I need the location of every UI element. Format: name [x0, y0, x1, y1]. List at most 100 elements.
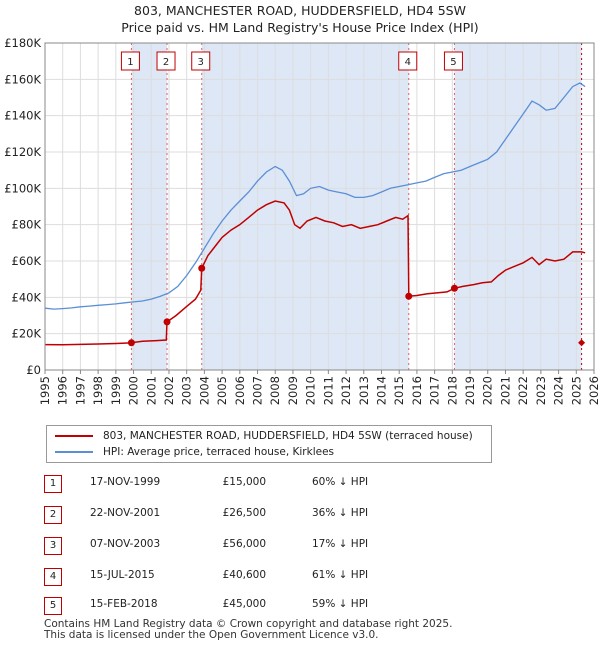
x-tick-label: 2011 [321, 376, 335, 405]
sale-price: £26,500 [222, 507, 266, 519]
sale-date: 15-JUL-2015 [90, 569, 155, 581]
shaded-range [131, 43, 168, 370]
sale-label: 5 [450, 57, 456, 68]
shaded-range [201, 43, 409, 370]
sale-badge: 4 [44, 568, 62, 586]
sale-hpi-diff: 36% ↓ HPI [312, 507, 369, 519]
x-tick-label: 2014 [374, 376, 388, 405]
sale-price: £40,600 [222, 569, 266, 581]
chart-title: 803, MANCHESTER ROAD, HUDDERSFIELD, HD4 … [0, 2, 600, 36]
sale-price: £56,000 [222, 538, 266, 550]
y-tick-label: £140K [4, 109, 41, 123]
sale-hpi-diff: 59% ↓ HPI [312, 598, 369, 610]
sale-label-box [191, 51, 211, 71]
x-tick-label: 2019 [463, 376, 477, 405]
y-tick-label: £180K [4, 36, 41, 50]
y-tick-label: £20K [12, 327, 42, 341]
x-tick-label: 2025 [569, 376, 583, 405]
table-row: 3 07-NOV-2003 £56,000 17% ↓ HPI [44, 537, 444, 555]
sale-date: 22-NOV-2001 [90, 507, 161, 519]
latest-marker-point [578, 339, 586, 347]
legend-label-hpi: HPI: Average price, terraced house, Kirk… [103, 446, 335, 458]
sale-date: 07-NOV-2003 [90, 538, 161, 550]
sale-point [450, 284, 458, 292]
x-tick-label: 2005 [215, 376, 229, 405]
x-tick-label: 2006 [233, 376, 247, 405]
x-tick-label: 1996 [56, 376, 70, 405]
footer-line2: This data is licensed under the Open Gov… [44, 629, 379, 641]
legend-label-property: 803, MANCHESTER ROAD, HUDDERSFIELD, HD4 … [103, 430, 473, 442]
sale-point [127, 339, 135, 347]
x-tick-label: 2001 [144, 376, 158, 405]
chart-title-line2: Price paid vs. HM Land Registry's House … [121, 20, 479, 35]
sale-hpi-diff: 60% ↓ HPI [312, 476, 369, 488]
sale-label-box [398, 51, 418, 71]
sale-date: 17-NOV-1999 [90, 476, 161, 488]
x-tick-label: 2009 [286, 376, 300, 405]
sale-label: 2 [163, 57, 169, 68]
x-tick-label: 2026 [587, 376, 600, 405]
table-row: 1 17-NOV-1999 £15,000 60% ↓ HPI [44, 475, 444, 493]
shaded-range [454, 43, 582, 370]
y-tick-label: £0 [26, 363, 41, 377]
footer-line1: Contains HM Land Registry data © Crown c… [44, 618, 453, 630]
x-tick-label: 2022 [516, 376, 530, 405]
legend: 803, MANCHESTER ROAD, HUDDERSFIELD, HD4 … [46, 425, 492, 463]
sale-hpi-diff: 17% ↓ HPI [312, 538, 369, 550]
footer: Contains HM Land Registry data © Crown c… [44, 619, 452, 641]
x-tick-label: 2010 [304, 376, 318, 405]
sale-badge: 5 [44, 597, 62, 615]
x-tick-label: 2004 [197, 376, 211, 405]
sale-label: 3 [198, 57, 204, 68]
x-tick-label: 2007 [251, 376, 265, 405]
legend-swatch-hpi [55, 451, 93, 453]
x-tick-label: 2018 [445, 376, 459, 405]
x-tick-label: 2003 [180, 376, 194, 405]
y-tick-label: £100K [4, 181, 41, 195]
x-tick-label: 1999 [109, 376, 123, 405]
chart-title-line1: 803, MANCHESTER ROAD, HUDDERSFIELD, HD4 … [134, 3, 466, 18]
y-tick-label: £40K [12, 290, 42, 304]
sale-badge: 1 [44, 475, 62, 493]
x-tick-label: 2008 [268, 376, 282, 405]
sale-badge: 3 [44, 537, 62, 555]
x-tick-label: 2023 [534, 376, 548, 405]
x-tick-label: 2021 [498, 376, 512, 405]
x-tick-label: 2024 [552, 376, 566, 405]
sale-point [163, 318, 171, 326]
x-tick-label: 2017 [428, 376, 442, 405]
x-tick-label: 1998 [91, 376, 105, 405]
y-tick-label: £120K [4, 145, 41, 159]
sale-price: £15,000 [222, 476, 266, 488]
sale-label-box [120, 51, 140, 71]
y-tick-label: £160K [4, 72, 41, 86]
sale-label: 1 [127, 57, 133, 68]
x-tick-label: 2002 [162, 376, 176, 405]
sale-label-box [443, 51, 463, 71]
sale-label: 4 [405, 57, 411, 68]
sale-badge: 2 [44, 506, 62, 524]
x-tick-label: 2012 [339, 376, 353, 405]
x-tick-label: 2020 [481, 376, 495, 405]
x-tick-label: 2016 [410, 376, 424, 405]
x-tick-label: 1997 [73, 376, 87, 405]
y-tick-label: £80K [12, 218, 42, 232]
x-tick-label: 2000 [127, 376, 141, 405]
sale-price: £45,000 [222, 598, 266, 610]
sale-point [405, 292, 413, 300]
plot-frame [44, 42, 595, 371]
sale-date: 15-FEB-2018 [90, 598, 158, 610]
series-line-property [44, 200, 586, 346]
table-row: 4 15-JUL-2015 £40,600 61% ↓ HPI [44, 568, 444, 586]
sale-hpi-diff: 61% ↓ HPI [312, 569, 369, 581]
series-line-hpi [44, 82, 586, 310]
sale-label-box [156, 51, 176, 71]
price-chart: 1 2 3 4 5 £0 £20K £40K £60K £80K £100K £120K £140K £1… [4, 36, 600, 405]
legend-swatch-property [55, 435, 93, 437]
legend-item-hpi: HPI: Average price, terraced house, Kirk… [55, 444, 334, 460]
table-row: 2 22-NOV-2001 £26,500 36% ↓ HPI [44, 506, 444, 524]
x-tick-label: 1995 [38, 376, 52, 405]
legend-item-property: 803, MANCHESTER ROAD, HUDDERSFIELD, HD4 … [55, 428, 473, 444]
sale-point [198, 264, 206, 272]
x-tick-label: 2015 [392, 376, 406, 405]
